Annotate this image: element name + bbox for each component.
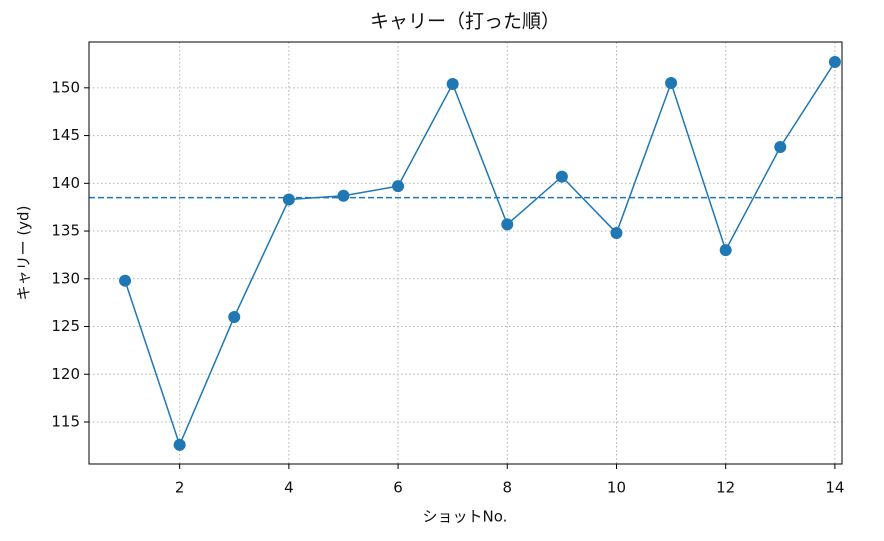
data-point (665, 77, 678, 90)
y-tick-label: 120 (51, 365, 80, 383)
data-point (828, 56, 841, 69)
chart-title: キャリー（打った順） (370, 11, 560, 33)
series-line (124, 61, 836, 448)
y-tick-label: 125 (51, 317, 80, 335)
x-tick-label: 14 (825, 479, 844, 497)
data-point (610, 226, 623, 239)
data-point (719, 244, 732, 257)
data-point (228, 310, 241, 323)
y-tick-label: 115 (51, 412, 80, 430)
x-tick-label: 12 (716, 479, 735, 497)
x-tick-label: 6 (393, 479, 403, 497)
x-tick-label: 10 (607, 479, 626, 497)
y-tick-label: 150 (51, 78, 80, 96)
x-tick-label: 8 (502, 479, 512, 497)
y-axis-label: キャリー (yd) (15, 206, 33, 301)
data-point (282, 193, 295, 206)
data-point (119, 274, 132, 287)
y-tick-label: 145 (51, 126, 80, 144)
data-point (555, 170, 568, 183)
y-tick-label: 140 (51, 174, 80, 192)
y-tick-label: 130 (51, 269, 80, 287)
data-point (774, 141, 787, 154)
y-tick-label: 135 (51, 222, 80, 240)
x-axis-label: ショットNo. (423, 508, 508, 526)
data-point (337, 189, 350, 202)
x-tick-label: 2 (175, 479, 185, 497)
data-point (446, 78, 459, 91)
data-point (501, 218, 514, 231)
data-point (173, 438, 186, 451)
plot-frame (88, 41, 843, 465)
data-point (392, 180, 405, 193)
x-tick-label: 4 (284, 479, 294, 497)
